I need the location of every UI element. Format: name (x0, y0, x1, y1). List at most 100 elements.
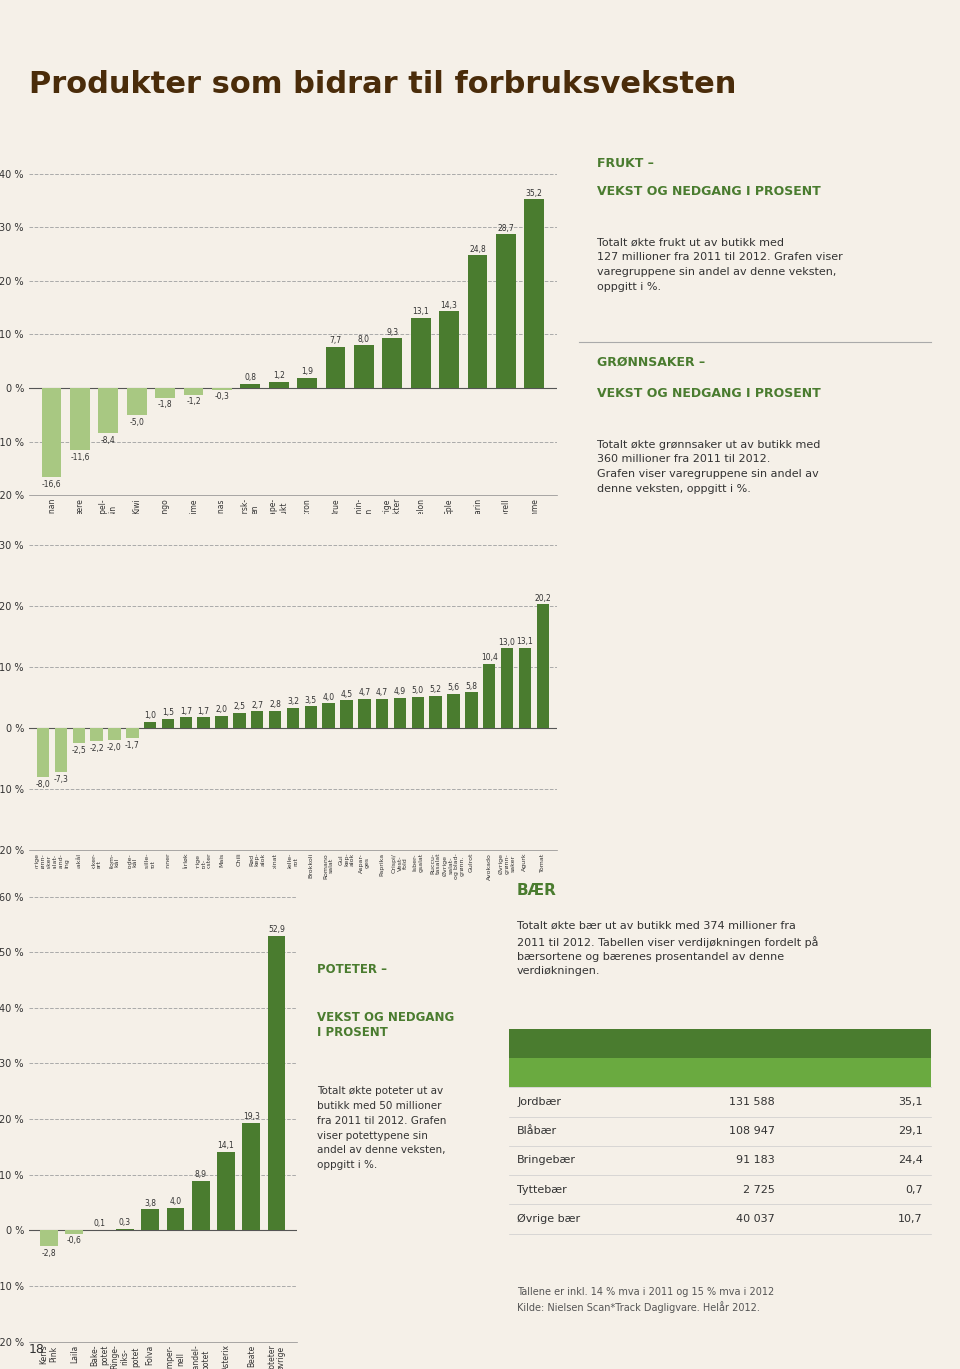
Text: 5,6: 5,6 (447, 683, 460, 691)
Bar (325, 346, 346, 387)
Text: -2,2: -2,2 (89, 745, 104, 753)
Text: 28,7: 28,7 (497, 223, 515, 233)
Bar (269, 382, 289, 387)
Text: Totalt økte grønnsaker ut av butikk med
360 millioner fra 2011 til 2012.
Grafen : Totalt økte grønnsaker ut av butikk med … (597, 439, 820, 494)
Bar (217, 1151, 235, 1231)
Bar (144, 721, 156, 728)
Bar (496, 234, 516, 387)
Bar (298, 378, 317, 387)
Text: Blåbær: Blåbær (517, 1127, 557, 1136)
Text: 8,0: 8,0 (358, 334, 370, 344)
Text: 18: 18 (29, 1343, 45, 1355)
Bar (36, 728, 49, 776)
Text: 35,1: 35,1 (899, 1097, 923, 1108)
Text: -2,8: -2,8 (41, 1249, 57, 1258)
Bar (509, 1028, 931, 1058)
Bar (501, 649, 514, 728)
Text: 1,7: 1,7 (180, 706, 192, 716)
Bar (161, 719, 175, 728)
Bar (233, 712, 246, 728)
Text: -1,2: -1,2 (186, 397, 201, 407)
Bar (251, 712, 263, 728)
Text: 1,2: 1,2 (273, 371, 285, 381)
Text: 1,0: 1,0 (144, 711, 156, 720)
Text: 0,1: 0,1 (93, 1220, 106, 1228)
Bar (524, 200, 544, 387)
Bar (340, 701, 352, 728)
Bar (183, 387, 204, 394)
Text: 10,7: 10,7 (899, 1214, 923, 1224)
Text: 14,1: 14,1 (218, 1142, 234, 1150)
Text: Tyttebær: Tyttebær (517, 1184, 566, 1195)
Bar (192, 1181, 209, 1231)
Bar (167, 1207, 184, 1231)
Text: BÆR: BÆR (517, 883, 557, 898)
Bar (65, 1231, 84, 1233)
Text: -5,0: -5,0 (130, 418, 144, 427)
Text: 3,2: 3,2 (287, 697, 299, 706)
Text: -11,6: -11,6 (70, 453, 89, 461)
Bar (287, 708, 300, 728)
Text: 24,8: 24,8 (469, 245, 486, 253)
Bar (323, 704, 335, 728)
Text: 52,9: 52,9 (268, 925, 285, 935)
Bar (468, 255, 488, 387)
Bar (156, 387, 175, 398)
Bar (55, 728, 67, 772)
Text: 2,5: 2,5 (233, 702, 246, 711)
Bar (394, 698, 406, 728)
Bar (268, 936, 285, 1231)
Text: 4,7: 4,7 (358, 689, 371, 697)
Bar (98, 387, 118, 433)
Bar (412, 697, 424, 728)
Text: Tall i 1000 NOK: Tall i 1000 NOK (517, 1038, 601, 1049)
Text: -2,5: -2,5 (71, 746, 86, 756)
Text: VEKST OG NEDGANG
I PROSENT: VEKST OG NEDGANG I PROSENT (317, 1010, 454, 1039)
Text: -2,0: -2,0 (108, 743, 122, 752)
Text: -8,4: -8,4 (101, 435, 116, 445)
Text: 14,3: 14,3 (441, 301, 458, 309)
Bar (41, 387, 61, 478)
Bar (141, 1209, 159, 1231)
Text: GRØNNSAKER –: GRØNNSAKER – (597, 356, 705, 368)
Bar (180, 717, 192, 728)
Text: 1,7: 1,7 (198, 706, 209, 716)
Bar (376, 700, 389, 728)
Bar (269, 711, 281, 728)
Bar (90, 728, 103, 741)
Text: 29,1: 29,1 (898, 1127, 923, 1136)
Text: 9,3: 9,3 (386, 327, 398, 337)
Text: 13,1: 13,1 (516, 637, 534, 646)
Bar (243, 1123, 260, 1231)
Text: 24,4: 24,4 (898, 1155, 923, 1165)
Text: FRUKT –: FRUKT – (597, 157, 654, 170)
Text: %-vis andel av
verdiøkningen: %-vis andel av verdiøkningen (850, 1034, 923, 1053)
Bar (537, 605, 549, 728)
Text: 0,8: 0,8 (244, 374, 256, 382)
Text: -8,0: -8,0 (36, 780, 51, 789)
Text: 0,3: 0,3 (119, 1218, 131, 1227)
Text: VERDIJØKNING: VERDIJØKNING (695, 1038, 775, 1049)
Bar (198, 717, 210, 728)
Bar (354, 345, 373, 387)
Text: 2,8: 2,8 (269, 700, 281, 709)
Bar (411, 318, 431, 387)
Text: Tallene er inkl. 14 % mva i 2011 og 15 % mva i 2012
Kilde: Nielsen Scan*Track Da: Tallene er inkl. 14 % mva i 2011 og 15 %… (517, 1287, 775, 1313)
Text: 108 947: 108 947 (729, 1127, 775, 1136)
Text: 131 588: 131 588 (729, 1097, 775, 1108)
Text: 1,5: 1,5 (162, 708, 174, 717)
Text: Jordbær: Jordbær (517, 1097, 561, 1108)
Bar (126, 728, 138, 738)
Text: 0,7: 0,7 (905, 1184, 923, 1195)
Text: VEKST OG NEDGANG I PROSENT: VEKST OG NEDGANG I PROSENT (597, 185, 821, 199)
Bar (518, 648, 531, 728)
Text: 4,0: 4,0 (169, 1198, 181, 1206)
Text: 2,7: 2,7 (252, 701, 263, 709)
Text: Totalt økte poteter ut av
butikk med 50 millioner
fra 2011 til 2012. Grafen
vise: Totalt økte poteter ut av butikk med 50 … (317, 1086, 446, 1170)
Text: 2 725: 2 725 (743, 1184, 775, 1195)
Bar (240, 383, 260, 387)
Text: 3,8: 3,8 (144, 1198, 156, 1207)
Text: 1,9: 1,9 (301, 367, 313, 376)
Text: 4,0: 4,0 (323, 693, 335, 701)
Text: 4,5: 4,5 (341, 690, 352, 698)
